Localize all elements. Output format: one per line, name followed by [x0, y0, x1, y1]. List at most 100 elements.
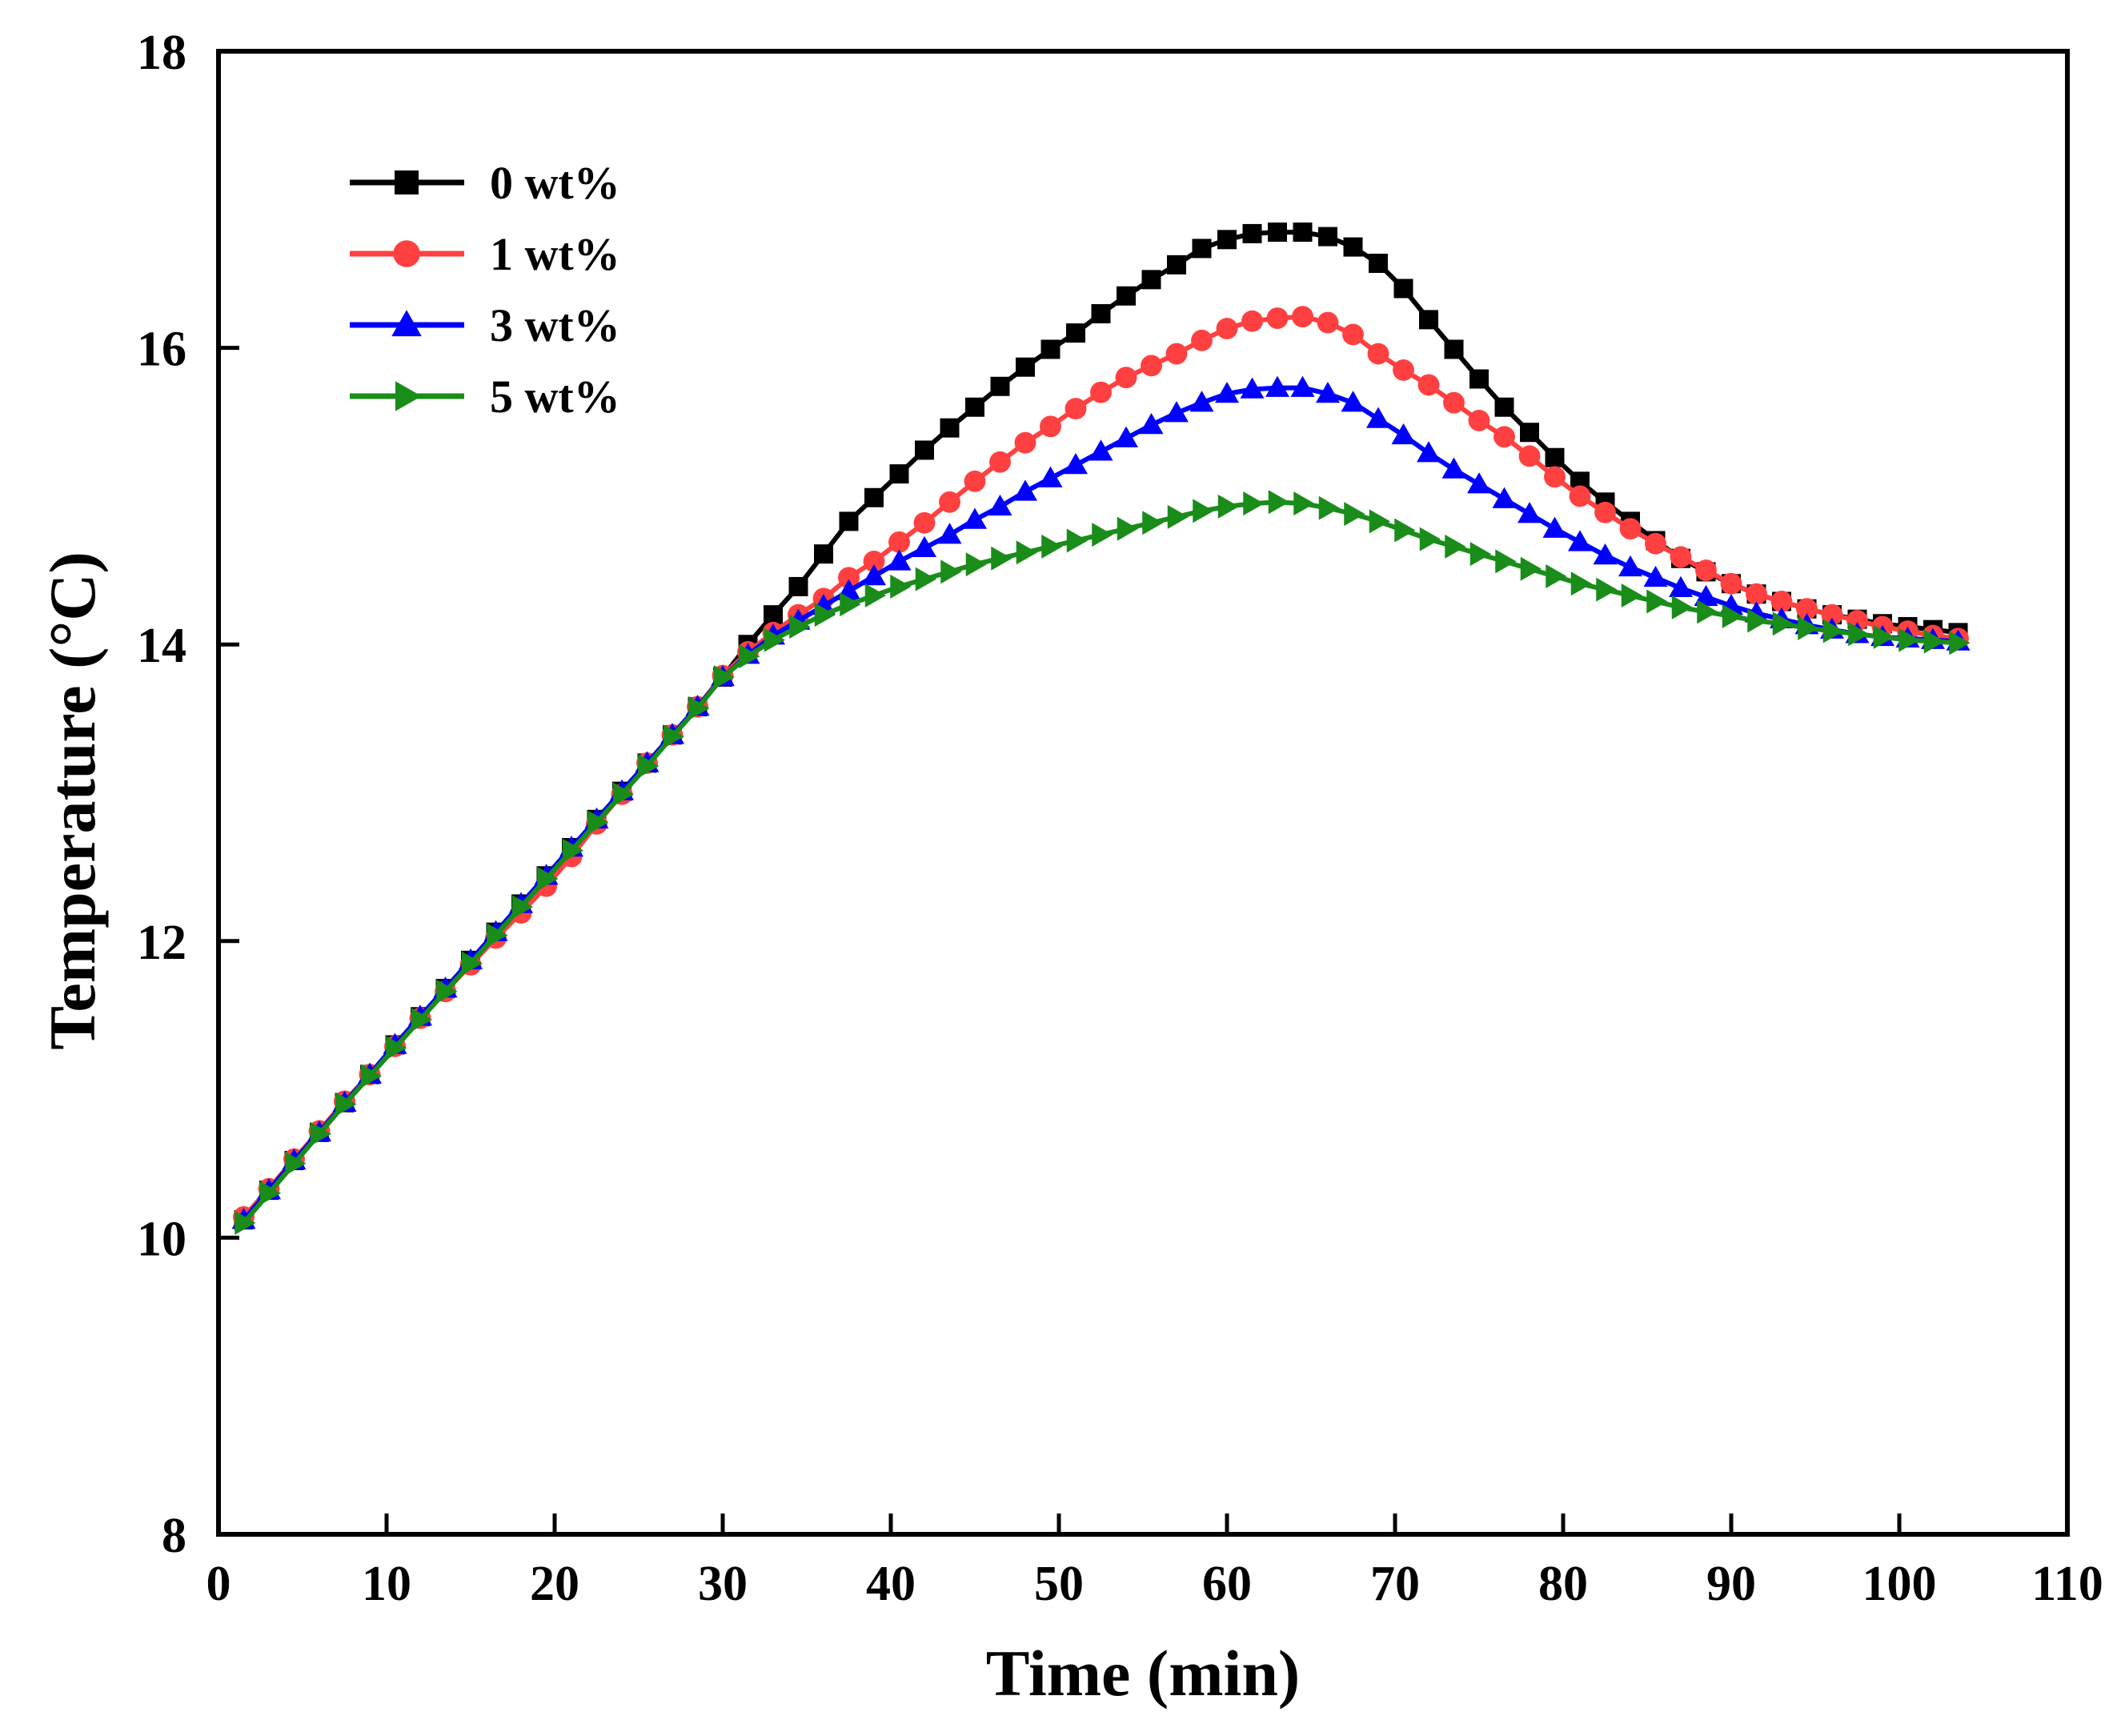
- x-tick-label: 30: [698, 1557, 748, 1611]
- data-point: [1316, 382, 1340, 403]
- data-point: [1643, 565, 1668, 587]
- data-point: [1089, 439, 1113, 461]
- data-point: [386, 1036, 407, 1060]
- data-point: [940, 418, 960, 438]
- data-point: [285, 1151, 307, 1176]
- data-point: [912, 535, 936, 558]
- data-point: [789, 614, 811, 639]
- data-point: [1469, 542, 1491, 567]
- legend-item: 0 wt%: [350, 157, 620, 209]
- y-tick-label: 10: [137, 1212, 186, 1266]
- data-point: [511, 895, 533, 920]
- data-point: [990, 376, 1010, 396]
- data-point: [1568, 530, 1592, 551]
- data-point: [1798, 615, 1819, 640]
- data-point: [1646, 589, 1668, 614]
- data-point: [840, 592, 861, 617]
- x-tick-label: 70: [1370, 1557, 1420, 1611]
- data-point: [663, 724, 684, 749]
- data-point: [1141, 270, 1161, 290]
- data-point: [913, 511, 936, 534]
- data-point: [1193, 499, 1214, 523]
- data-point: [1596, 577, 1618, 602]
- data-point: [965, 552, 987, 577]
- data-point: [1697, 599, 1718, 624]
- data-point: [1341, 391, 1365, 412]
- x-axis-title: Time (min): [986, 1637, 1301, 1710]
- data-point: [587, 810, 609, 835]
- data-point: [1293, 491, 1315, 516]
- data-point: [411, 1008, 432, 1032]
- y-tick-label: 18: [137, 26, 186, 80]
- data-point: [764, 627, 785, 652]
- data-point: [1165, 343, 1188, 365]
- data-point: [1344, 502, 1365, 527]
- legend-marker: [391, 310, 422, 337]
- data-point: [1417, 441, 1441, 463]
- data-point: [1494, 397, 1514, 417]
- data-point: [1117, 286, 1136, 306]
- data-point: [1318, 495, 1340, 520]
- data-point: [991, 546, 1012, 571]
- data-point: [537, 866, 559, 891]
- data-point: [1189, 391, 1214, 412]
- data-point: [890, 574, 912, 599]
- data-point: [1290, 375, 1315, 397]
- data-point: [1419, 310, 1438, 330]
- plot-frame: [216, 49, 2070, 1537]
- data-point: [814, 544, 833, 564]
- data-point: [1546, 563, 1567, 588]
- data-point: [1770, 591, 1793, 612]
- plot-border: [216, 49, 2070, 1537]
- data-point: [1215, 382, 1239, 403]
- x-tick-label: 100: [1862, 1557, 1937, 1611]
- data-point: [838, 567, 860, 589]
- data-point: [1217, 494, 1239, 519]
- data-point: [1923, 629, 1945, 654]
- data-point: [1369, 253, 1388, 273]
- data-point: [1618, 555, 1642, 577]
- data-point: [1494, 426, 1515, 448]
- y-tick-label: 14: [137, 619, 186, 673]
- data-point: [1266, 307, 1289, 329]
- data-point: [1445, 534, 1466, 559]
- data-point: [1393, 279, 1413, 299]
- data-point: [1747, 608, 1769, 633]
- data-point: [1722, 603, 1743, 628]
- legend-label: 3 wt%: [490, 299, 620, 351]
- data-point: [1822, 619, 1844, 643]
- data-point: [1671, 595, 1693, 619]
- legend-marker: [395, 381, 422, 411]
- data-point: [964, 470, 986, 492]
- data-point: [1013, 479, 1037, 501]
- data-point: [1167, 504, 1189, 529]
- data-point: [1821, 603, 1843, 626]
- data-point: [1518, 502, 1542, 523]
- data-point: [1873, 624, 1894, 649]
- data-point: [1444, 339, 1464, 359]
- x-tick-label: 10: [362, 1557, 411, 1611]
- data-point: [1441, 457, 1466, 479]
- data-point: [1317, 311, 1339, 334]
- data-point: [839, 511, 859, 531]
- data-point: [1621, 583, 1642, 608]
- series-3-wt: [231, 375, 1971, 1229]
- data-point: [887, 549, 912, 571]
- data-point: [1670, 546, 1692, 568]
- data-point: [1848, 622, 1870, 647]
- data-point: [764, 605, 783, 625]
- data-point: [915, 567, 936, 591]
- data-point: [1142, 511, 1164, 535]
- data-point: [1292, 306, 1313, 328]
- data-point: [235, 1210, 256, 1235]
- data-point: [1016, 357, 1035, 377]
- x-tick-label: 110: [2031, 1557, 2103, 1611]
- data-point: [888, 531, 910, 553]
- data-point: [1265, 375, 1289, 397]
- data-point: [915, 440, 934, 460]
- data-point: [1594, 501, 1616, 523]
- data-point: [1949, 631, 1971, 656]
- data-point: [1066, 323, 1085, 343]
- data-point: [562, 838, 583, 863]
